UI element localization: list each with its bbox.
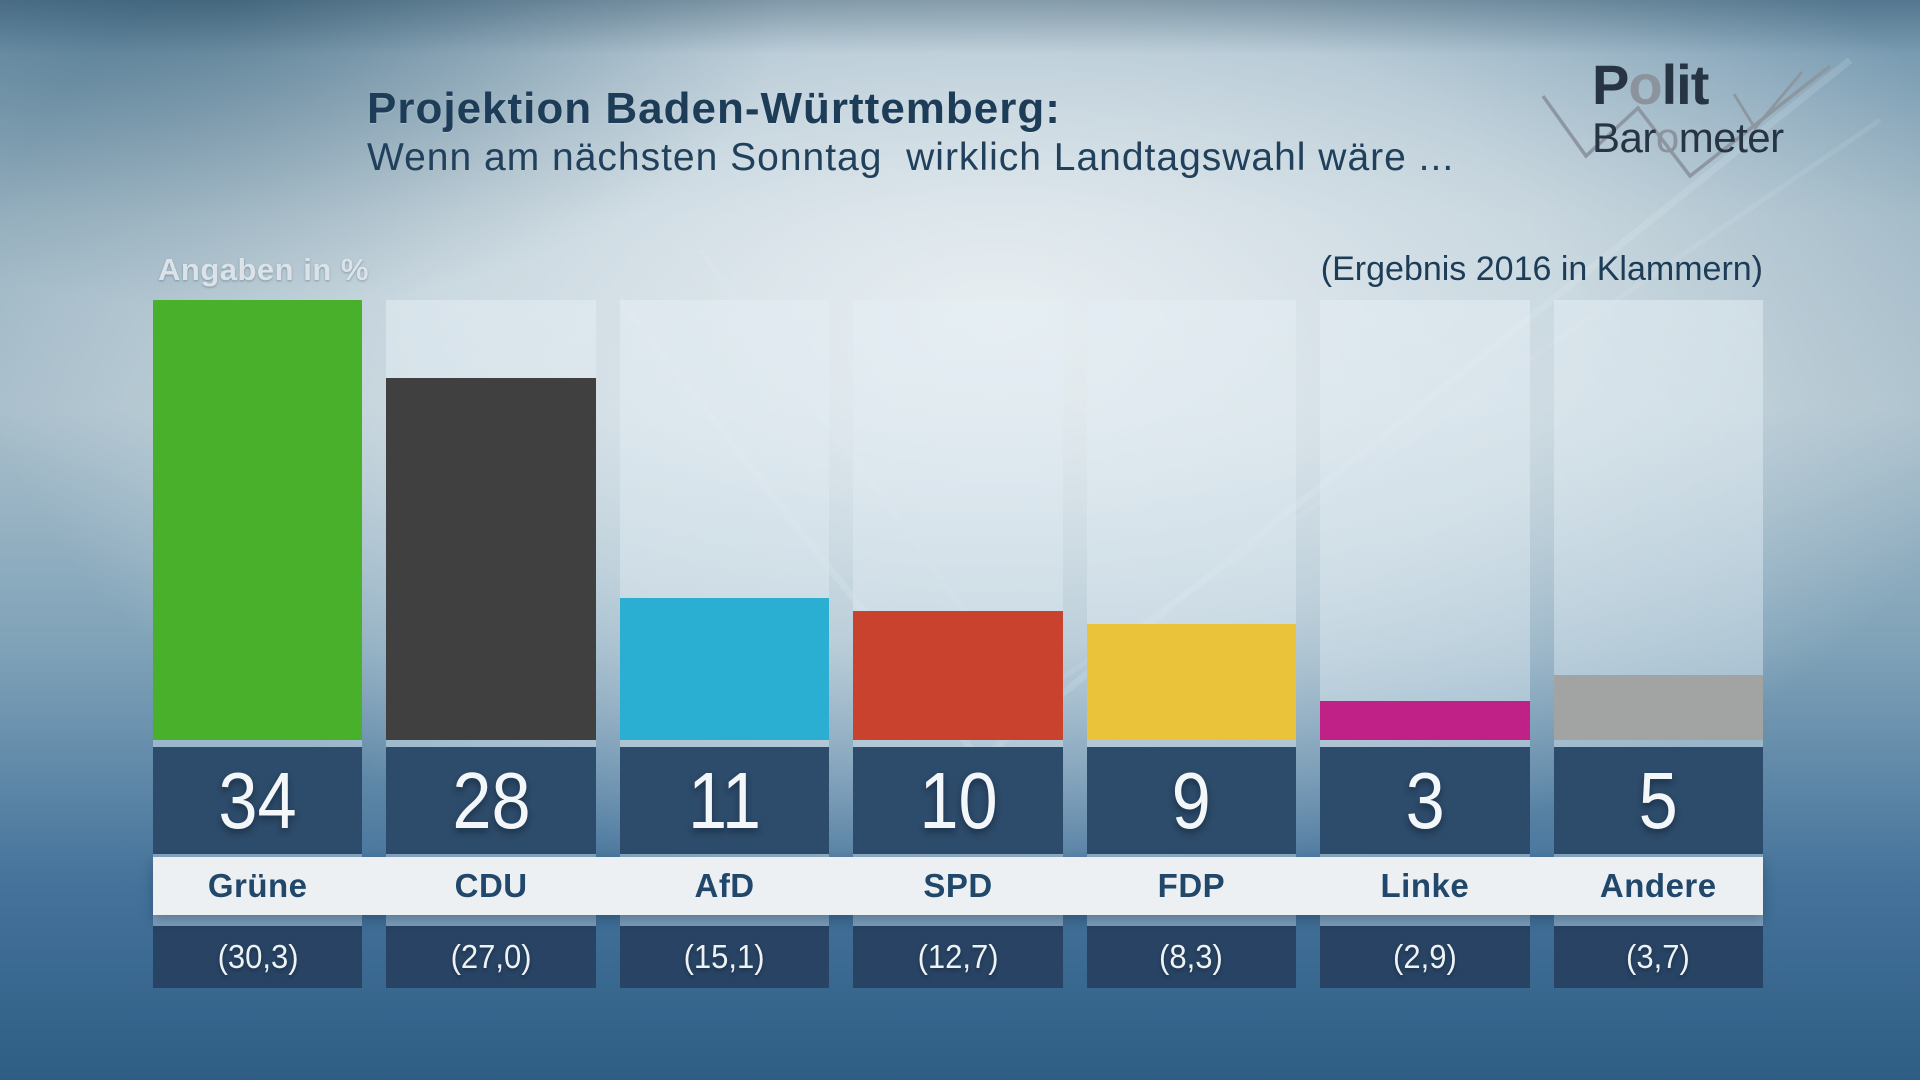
party-name-label: Andere xyxy=(1599,867,1717,904)
party-name-label: CDU xyxy=(454,867,528,904)
page-title: Projektion Baden-Württemberg: xyxy=(367,84,1061,133)
logo-letter: Bar xyxy=(1592,114,1656,161)
bar-chart: 34 (30,3) 28 (27,0) 11 (15,1) 10 (12,7) 9 (8,3) 3 (… xyxy=(153,300,1763,988)
chart-column: 34 (30,3) xyxy=(153,300,363,988)
logo-letter: meter xyxy=(1678,114,1784,161)
chart-bar xyxy=(1320,701,1530,740)
value-text: 10 xyxy=(918,755,998,845)
politbarometer-logo: Polit Barometer xyxy=(1538,48,1838,188)
logo-word-polit: Polit xyxy=(1592,52,1710,117)
chart-bar xyxy=(619,597,830,740)
result-2016-text: (30,3) xyxy=(217,938,299,975)
result-2016-text: (2,9) xyxy=(1392,938,1457,975)
result-2016-text: (8,3) xyxy=(1159,938,1224,975)
result-2016-text: (3,7) xyxy=(1626,938,1691,975)
result-2016-cell: (27,0) xyxy=(386,926,596,988)
result-2016-cell: (15,1) xyxy=(619,926,830,988)
value-cell: 28 xyxy=(386,747,596,854)
party-name-label: SPD xyxy=(923,867,993,904)
note-2016-label: (Ergebnis 2016 in Klammern) xyxy=(1320,250,1763,288)
logo-checkmark-icon xyxy=(1541,64,1832,179)
result-2016-cell: (3,7) xyxy=(1553,926,1763,988)
result-2016-cell: (30,3) xyxy=(153,926,363,988)
chart-bar xyxy=(1086,623,1297,740)
result-2016-cell: (2,9) xyxy=(1320,926,1530,988)
chart-bar xyxy=(153,300,363,740)
value-cell: 10 xyxy=(853,747,1063,854)
page-subtitle: Wenn am nächsten Sonntag wirklich Landta… xyxy=(367,136,1455,179)
party-name-label: Linke xyxy=(1380,867,1470,904)
party-name-band xyxy=(153,857,1763,915)
logo-letter-accent: o xyxy=(1655,114,1679,161)
value-cell: 34 xyxy=(153,747,363,854)
logo-letter-accent: o xyxy=(1628,53,1662,116)
result-2016-text: (12,7) xyxy=(917,938,999,975)
logo-letter: lit xyxy=(1661,53,1710,116)
logo-letter: P xyxy=(1592,53,1629,116)
result-2016-cell: (8,3) xyxy=(1086,926,1297,988)
party-name-labels: Grüne CDU AfD SPD FDP Linke Andere xyxy=(153,857,1763,915)
units-label: Angaben in % xyxy=(158,252,369,287)
value-text: 9 xyxy=(1171,755,1212,845)
value-cell: 11 xyxy=(619,747,830,854)
chart-bar xyxy=(386,377,596,740)
party-name-label: AfD xyxy=(694,867,755,904)
value-text: 5 xyxy=(1638,755,1678,845)
value-text: 28 xyxy=(451,755,531,845)
party-name-label: Grüne xyxy=(207,867,308,904)
result-2016-text: (27,0) xyxy=(450,938,532,975)
value-cell: 5 xyxy=(1553,747,1763,854)
value-text: 3 xyxy=(1405,755,1445,845)
chart-bar xyxy=(1553,675,1763,740)
result-2016-text: (15,1) xyxy=(684,938,766,975)
chart-bar xyxy=(853,610,1063,740)
logo-word-barometer: Barometer xyxy=(1592,114,1784,162)
value-text: 11 xyxy=(688,755,762,845)
result-2016-cell: (12,7) xyxy=(853,926,1063,988)
party-name-label: FDP xyxy=(1157,867,1226,904)
value-cell: 9 xyxy=(1086,747,1297,854)
value-text: 34 xyxy=(218,755,297,845)
value-cell: 3 xyxy=(1320,747,1530,854)
